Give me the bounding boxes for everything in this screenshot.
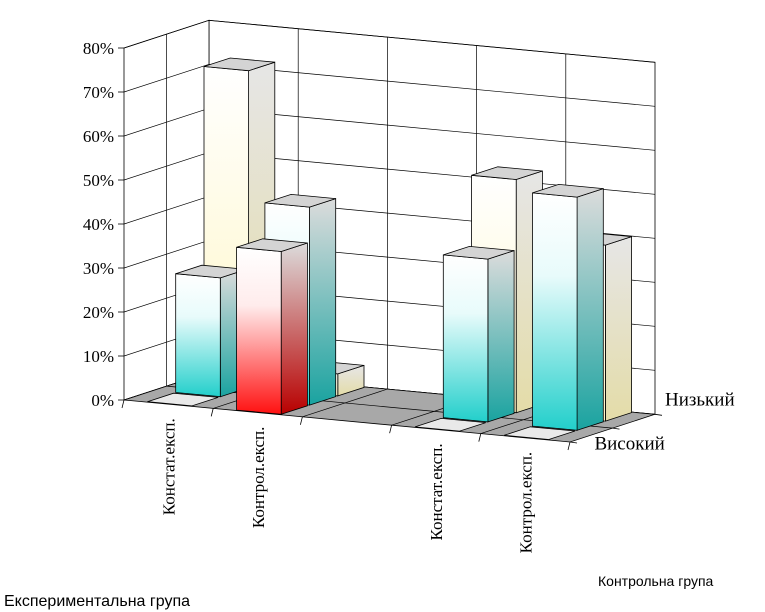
bar-front	[532, 192, 578, 431]
y-tick-label: 80%	[83, 39, 114, 58]
category-label: Контрол.експ.	[249, 427, 268, 529]
bar	[504, 426, 576, 440]
bar-top	[443, 245, 515, 260]
x-tick	[389, 425, 392, 434]
depth-label: Високий	[594, 433, 664, 454]
y-tick-label: 20%	[83, 303, 114, 322]
y-tick-label: 10%	[83, 347, 114, 366]
bar	[442, 245, 515, 423]
gridline	[123, 63, 656, 107]
bar-empty-marker	[504, 426, 576, 440]
x-tick	[567, 441, 571, 451]
bar-side	[309, 198, 337, 406]
category-label: Контрол.експ.	[516, 452, 535, 554]
bar-empty-marker	[414, 417, 486, 432]
bar-top	[203, 57, 275, 72]
bar-side	[605, 236, 632, 422]
category-label: Констат.експ.	[160, 418, 179, 515]
x-tick	[121, 399, 125, 409]
bar-empty-marker	[147, 392, 219, 407]
depth-tick	[654, 413, 663, 416]
bar	[414, 417, 486, 432]
depth-label: Низький	[665, 389, 735, 410]
group-label: Експериментальна група	[4, 593, 190, 610]
y-tick-label: 50%	[83, 171, 114, 190]
bar-top	[532, 183, 604, 198]
y-tick-label: 0%	[91, 391, 114, 410]
bar-side	[487, 250, 515, 423]
bar	[147, 392, 219, 407]
y-tick-label: 30%	[83, 259, 114, 278]
bar-front	[236, 246, 282, 415]
depth-tick	[612, 427, 620, 430]
x-tick	[478, 433, 482, 442]
chart-labels: 0% 10% 20% 30% 40% 50% 60% 70% 80% Констат.експ. К…	[4, 39, 735, 610]
depth-tick	[569, 441, 578, 444]
bar	[175, 264, 247, 398]
y-tick-label: 40%	[83, 215, 114, 234]
y-tick-label: 60%	[83, 127, 114, 146]
bar-front	[175, 273, 221, 398]
group-label: Контрольна група	[598, 573, 714, 589]
category-label: Констат.експ.	[427, 443, 446, 540]
bar	[532, 183, 604, 431]
x-tick	[210, 408, 214, 417]
bar-top	[471, 166, 543, 180]
bar	[236, 238, 308, 415]
chart-bars	[147, 57, 632, 440]
bar-side	[576, 188, 604, 431]
bar-side	[280, 242, 308, 415]
x-tick	[300, 416, 303, 425]
gridline	[123, 19, 656, 63]
bar-top	[264, 193, 336, 208]
y-tick-label: 70%	[83, 83, 114, 102]
bar-front	[442, 254, 489, 423]
bar-top	[236, 238, 308, 252]
